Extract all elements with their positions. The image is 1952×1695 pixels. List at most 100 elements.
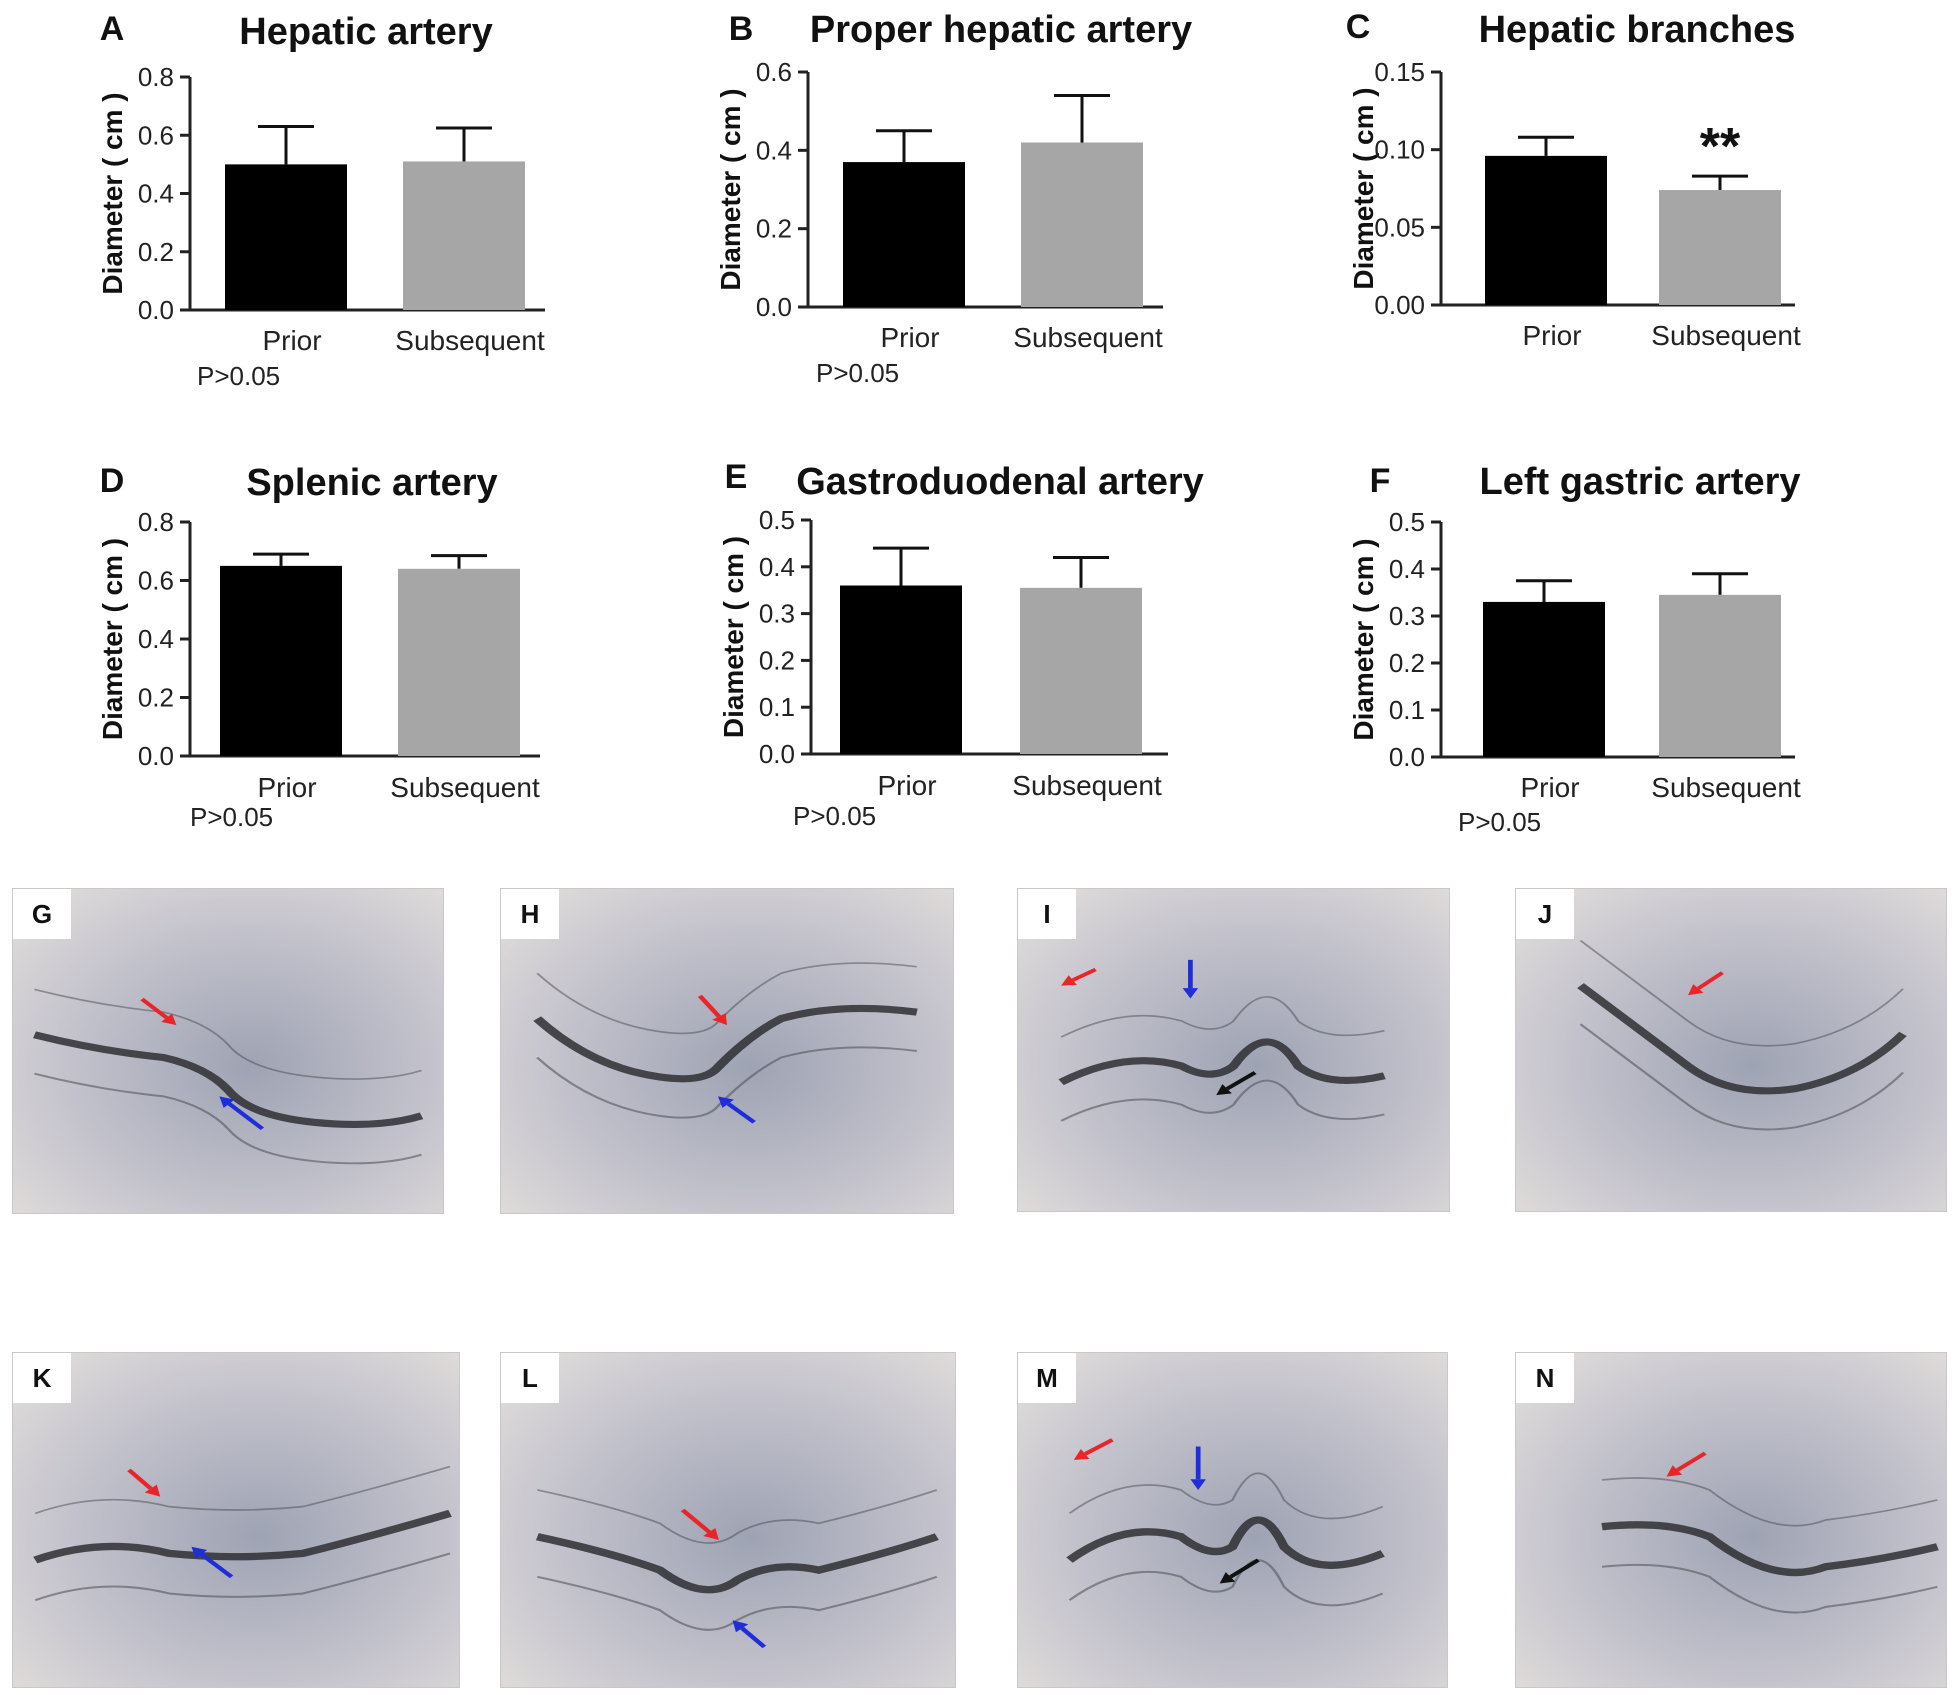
y-tick-label: 0.4 <box>138 179 174 209</box>
bar-subsequent <box>1020 587 1142 754</box>
angiogram-panel: H <box>500 888 954 1214</box>
bar-subsequent <box>398 568 520 756</box>
black-arrow <box>1219 1558 1260 1584</box>
y-tick-label: 0.5 <box>1389 507 1425 537</box>
angiogram-letter: I <box>1018 889 1076 939</box>
chart-title: Gastroduodenal artery <box>796 461 1204 503</box>
y-tick-label: 0.5 <box>759 505 795 535</box>
y-axis-label: Diameter ( cm ) <box>1348 87 1379 289</box>
y-tick-label: 0.0 <box>138 295 174 325</box>
angiogram-panel: J <box>1515 888 1947 1212</box>
category-label: Prior <box>262 325 321 356</box>
y-tick-label: 0.0 <box>759 739 795 769</box>
angiogram-panel: K <box>12 1352 460 1688</box>
y-tick-label: 0.6 <box>756 57 792 87</box>
red-arrow <box>1073 1438 1114 1460</box>
bar-subsequent <box>403 161 525 310</box>
blue-arrow <box>191 1546 234 1579</box>
bar-prior <box>1485 155 1607 305</box>
y-tick-label: 0.2 <box>756 214 792 244</box>
angiogram-image <box>1516 889 1946 1211</box>
y-tick-label: 0.1 <box>1389 695 1425 725</box>
y-tick-label: 0.4 <box>756 135 792 165</box>
p-value-label: P>0.05 <box>190 802 273 832</box>
blue-arrow <box>732 1620 767 1649</box>
y-tick-label: 0.2 <box>138 237 174 267</box>
bar-subsequent <box>1021 142 1143 307</box>
y-tick-label: 0.2 <box>138 683 174 713</box>
panel-letter: B <box>729 10 754 48</box>
blue-arrow <box>1190 1446 1206 1490</box>
angiogram-panel: G <box>12 888 444 1214</box>
y-tick-label: 0.0 <box>756 292 792 322</box>
y-tick-label: 0.3 <box>1389 601 1425 631</box>
red-arrow <box>1666 1451 1707 1477</box>
y-tick-label: 0.00 <box>1374 290 1425 320</box>
chart-title: Hepatic artery <box>239 11 492 53</box>
y-tick-label: 0.10 <box>1374 135 1425 165</box>
p-value-label: P>0.05 <box>793 801 876 831</box>
angiogram-image <box>1516 1353 1946 1687</box>
y-tick-label: 0.4 <box>759 552 795 582</box>
panel-letter: F <box>1370 462 1391 500</box>
chart-title: Proper hepatic artery <box>810 9 1192 51</box>
y-tick-label: 0.6 <box>138 566 174 596</box>
y-tick-label: 0.0 <box>1389 742 1425 772</box>
y-tick-label: 0.0 <box>138 741 174 771</box>
angiogram-image <box>13 889 443 1213</box>
category-label: Subsequent <box>395 325 545 356</box>
blue-arrow <box>219 1096 265 1131</box>
red-arrow <box>680 1508 719 1541</box>
chart-title: Hepatic branches <box>1479 9 1796 51</box>
y-tick-label: 0.15 <box>1374 57 1425 87</box>
y-tick-label: 0.2 <box>759 645 795 675</box>
category-label: Prior <box>1520 772 1579 803</box>
panel-letter: E <box>725 458 748 496</box>
angiogram-panel: I <box>1017 888 1450 1212</box>
category-label: Prior <box>877 770 936 801</box>
y-axis-label: Diameter ( cm ) <box>718 536 749 738</box>
bar-subsequent <box>1659 190 1781 305</box>
y-tick-label: 0.8 <box>138 62 174 92</box>
red-arrow <box>127 1468 161 1497</box>
y-tick-label: 0.4 <box>138 624 174 654</box>
category-label: Prior <box>257 772 316 803</box>
panel-letter: A <box>100 10 125 48</box>
y-axis-label: Diameter ( cm ) <box>97 92 128 294</box>
angiogram-image <box>13 1353 459 1687</box>
angiogram-letter: M <box>1018 1353 1076 1403</box>
category-label: Subsequent <box>1651 320 1801 351</box>
y-tick-label: 0.05 <box>1374 212 1425 242</box>
black-arrow <box>1216 1071 1257 1096</box>
angiogram-letter: K <box>13 1353 71 1403</box>
category-label: Subsequent <box>390 772 540 803</box>
category-label: Prior <box>1522 320 1581 351</box>
blue-arrow <box>1182 959 1199 999</box>
angiogram-image <box>501 1353 955 1687</box>
p-value-label: P>0.05 <box>816 358 899 388</box>
angiogram-letter: N <box>1516 1353 1574 1403</box>
chart-title: Left gastric artery <box>1479 461 1800 503</box>
bar-prior <box>843 162 965 307</box>
y-tick-label: 0.1 <box>759 692 795 722</box>
angiogram-image <box>1018 889 1449 1211</box>
angiogram-panel: M <box>1017 1352 1448 1688</box>
y-axis-label: Diameter ( cm ) <box>715 88 746 290</box>
y-tick-label: 0.3 <box>759 599 795 629</box>
angiogram-letter: J <box>1516 889 1574 939</box>
angiogram-letter: G <box>13 889 71 939</box>
red-arrow <box>1061 967 1097 986</box>
red-arrow <box>1688 971 1724 996</box>
y-tick-label: 0.6 <box>138 120 174 150</box>
blue-arrow <box>717 1096 756 1124</box>
y-tick-label: 0.4 <box>1389 554 1425 584</box>
bar-subsequent <box>1659 594 1781 757</box>
panel-letter: D <box>100 462 125 500</box>
chart-title: Splenic artery <box>246 462 497 504</box>
significance-marker: ** <box>1700 118 1741 176</box>
category-label: Prior <box>880 322 939 353</box>
category-label: Subsequent <box>1012 770 1162 801</box>
bar-prior <box>225 164 347 310</box>
bar-prior <box>1483 601 1605 757</box>
angiogram-letter: H <box>501 889 559 939</box>
